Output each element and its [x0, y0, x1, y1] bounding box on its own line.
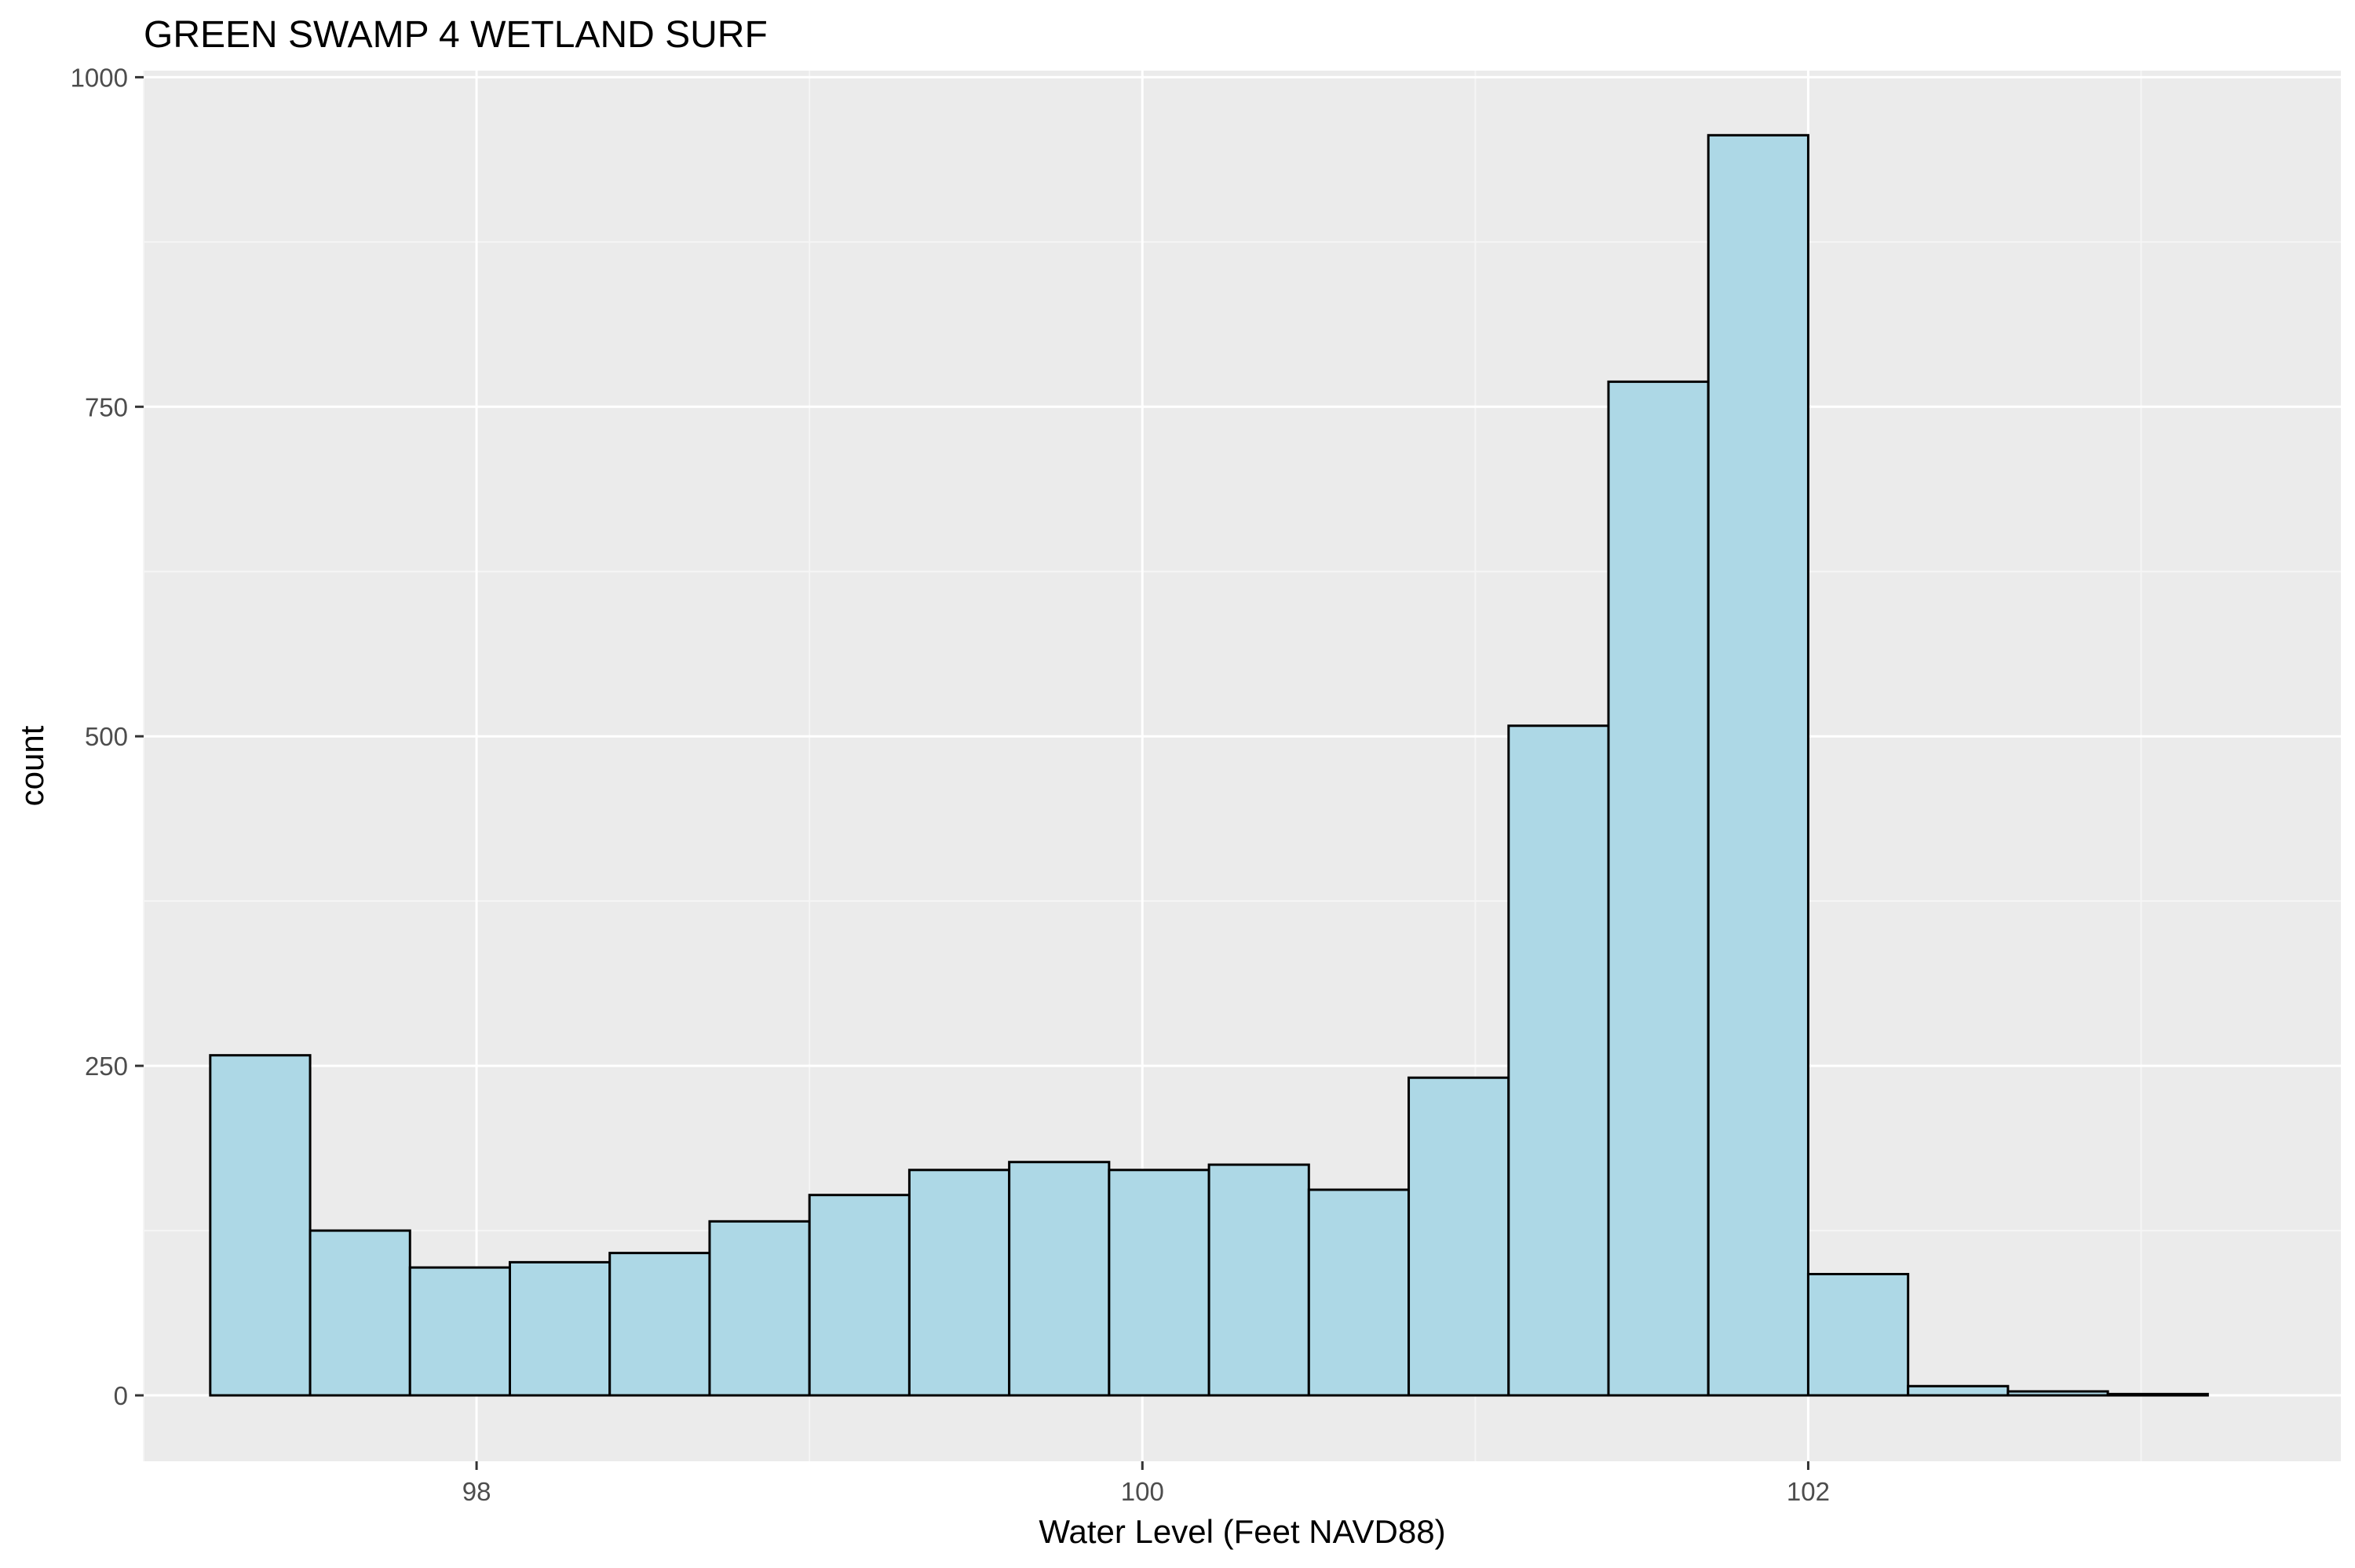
histogram-bar [309, 1229, 411, 1397]
histogram-bar [1507, 724, 1610, 1397]
y-axis-label: count [13, 725, 50, 806]
minor-gridlines [143, 71, 2341, 1461]
histogram-bar [1907, 1384, 2010, 1397]
y-tick-label: 0 [114, 1381, 128, 1410]
histogram-bars [209, 133, 2209, 1397]
histogram-bar [2006, 1390, 2109, 1397]
histogram-bar [509, 1260, 612, 1397]
histogram-bar [808, 1194, 911, 1397]
histogram-bar [2106, 1392, 2209, 1397]
histogram-bar [1307, 1188, 1411, 1397]
chart-title: GREEN SWAMP 4 WETLAND SURF [144, 14, 768, 56]
y-axis-ticks: 0 250 500 750 1000 [71, 63, 144, 1410]
histogram-bar [1806, 1272, 1910, 1397]
histogram-bar [1207, 1163, 1310, 1397]
x-tick-label: 102 [1787, 1477, 1830, 1506]
histogram-bar [708, 1220, 811, 1397]
histogram-bar [608, 1252, 711, 1397]
histogram-bar [907, 1169, 1011, 1397]
histogram-bar [209, 1054, 312, 1397]
y-tick-label: 250 [85, 1052, 128, 1081]
x-tick-label: 98 [462, 1477, 491, 1506]
histogram-bar [1607, 380, 1710, 1397]
x-tick-label: 100 [1121, 1477, 1164, 1506]
histogram-bar [1408, 1076, 1510, 1397]
y-tick-label: 750 [85, 392, 128, 421]
x-axis-label: Water Level (Feet NAVD88) [1039, 1513, 1445, 1550]
histogram-bar [1108, 1169, 1210, 1397]
histogram-bar [408, 1266, 511, 1397]
histogram-bar [1008, 1161, 1111, 1397]
histogram-bar [1707, 133, 1809, 1397]
y-tick-label: 1000 [71, 63, 128, 92]
y-tick-label: 500 [85, 722, 128, 751]
x-axis-ticks: 98 100 102 [462, 1461, 1830, 1506]
